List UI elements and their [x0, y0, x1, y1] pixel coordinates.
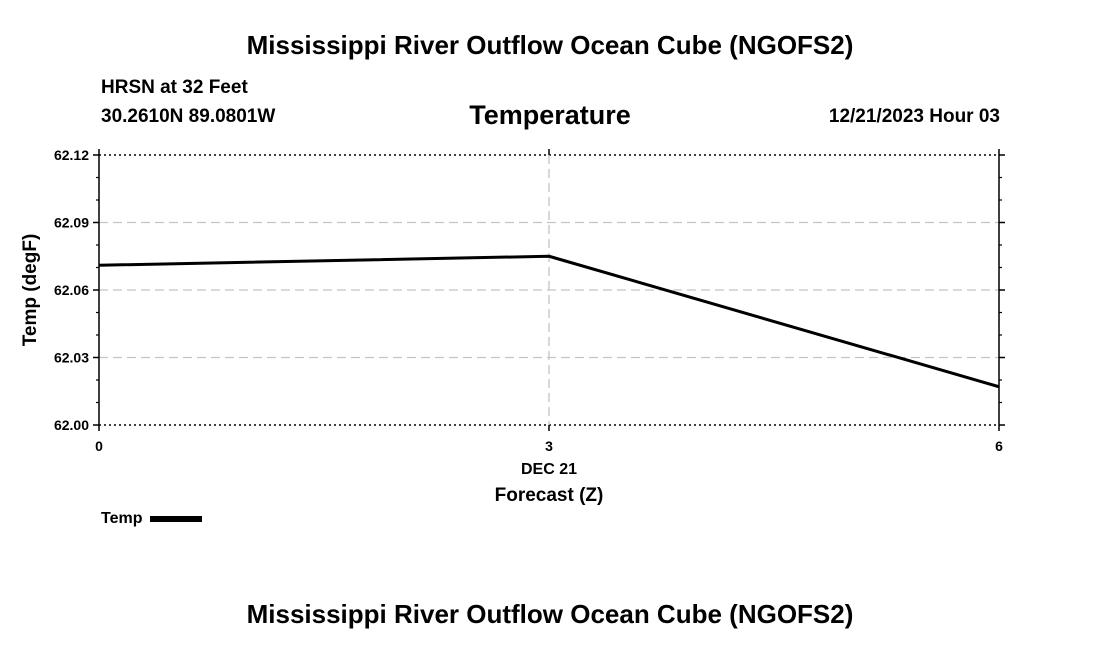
station-coordinates: 30.2610N 89.0801W [101, 106, 276, 127]
axis-labels: 62.00 62.03 62.06 62.09 62.12 0 3 6 DEC 21 Foreca… [20, 147, 1003, 506]
page-title: Mississippi River Outflow Ocean Cube (NG… [246, 30, 854, 60]
y-tick-label: 62.09 [54, 215, 89, 231]
chart-title: Temperature [469, 100, 631, 130]
axis-ticks [93, 149, 1005, 431]
y-tick-label: 62.12 [54, 147, 89, 163]
y-tick-label: 62.03 [54, 350, 89, 366]
grid-lines [99, 154, 999, 426]
series-layer [98, 254, 1000, 389]
temperature-chart: 62.00 62.03 62.06 62.09 62.12 0 3 6 DEC 21 Foreca… [20, 147, 1005, 506]
forecast-datetime: 12/21/2023 Hour 03 [828, 106, 1000, 127]
x-tick-label: 0 [95, 438, 103, 454]
y-tick-label: 62.00 [54, 417, 89, 433]
legend-swatch-temp [150, 516, 203, 522]
station-label: HRSN at 32 Feet [101, 77, 248, 98]
x-axis-title: Forecast (Z) [495, 485, 604, 506]
y-tick-label: 62.06 [54, 282, 89, 298]
x-date-label: DEC 21 [521, 461, 577, 478]
legend: Temp [101, 510, 203, 528]
page-title-repeat: Mississippi River Outflow Ocean Cube (NG… [246, 599, 854, 629]
x-tick-label: 6 [995, 438, 1003, 454]
y-axis-title: Temp (degF) [20, 234, 41, 347]
legend-label: Temp [101, 510, 143, 527]
x-tick-label: 3 [545, 438, 553, 454]
